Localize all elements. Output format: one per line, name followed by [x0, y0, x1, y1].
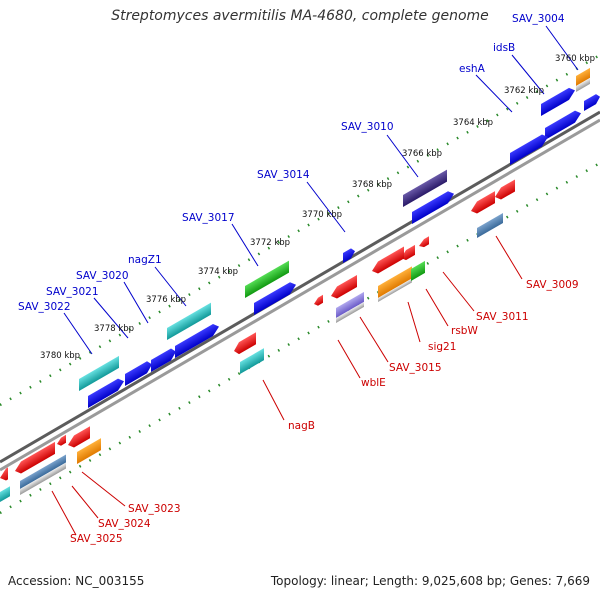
- kbp-label: 3774 kbp: [198, 267, 238, 277]
- gene-SAV_3009[interactable]: [495, 179, 515, 203]
- accession-text: Accession: NC_003155: [8, 574, 145, 588]
- kbp-label: 3764 kbp: [453, 118, 493, 128]
- gene-label-upper[interactable]: SAV_3020: [76, 270, 129, 282]
- gene-label-lower[interactable]: SAV_3011: [476, 311, 529, 323]
- gene-SAV_3021[interactable]: [151, 346, 176, 372]
- gene-sig21[interactable]: [378, 266, 412, 302]
- gene-wblE[interactable]: [331, 274, 357, 302]
- gene-SAV_3022[interactable]: [79, 355, 119, 391]
- gene-SAV_3020[interactable]: [175, 321, 219, 358]
- gene-SAV_3021b[interactable]: [125, 358, 152, 386]
- gene-idsB[interactable]: [541, 84, 575, 116]
- gene-edge-red[interactable]: [0, 467, 8, 484]
- gene-wblE-small[interactable]: [314, 294, 323, 308]
- gene-SAV_3023[interactable]: [77, 438, 101, 464]
- gene-label-upper[interactable]: SAV_3022: [18, 301, 71, 313]
- backbone: [0, 110, 600, 472]
- gene-label-upper[interactable]: idsB: [493, 42, 515, 54]
- upper-gene-labels: SAV_3004 idsB eshA SAV_3010 SAV_3014 SAV…: [18, 13, 565, 313]
- gene-label-upper[interactable]: SAV_3014: [257, 169, 310, 181]
- gene-SAV_3025[interactable]: [15, 441, 55, 477]
- gene-SAV_3017[interactable]: [245, 260, 289, 298]
- gene-label-upper[interactable]: SAV_3021: [46, 286, 99, 298]
- gene-eshA[interactable]: [545, 107, 581, 140]
- gene-nagB-red[interactable]: [234, 332, 256, 357]
- gene-features: [0, 67, 600, 502]
- gene-label-lower[interactable]: wblE: [361, 377, 386, 389]
- gene-edge-cyan[interactable]: [0, 486, 10, 502]
- lower-leader-lines: [51, 235, 523, 536]
- gene-SAV_3011[interactable]: [419, 236, 429, 250]
- gene-SAV_3023b[interactable]: [68, 426, 90, 451]
- kbp-label: 3760 kbp: [555, 54, 595, 64]
- gene-label-upper[interactable]: nagZ1: [128, 254, 162, 266]
- gene-label-lower[interactable]: rsbW: [451, 325, 478, 337]
- gene-SAV_3024[interactable]: [57, 434, 66, 448]
- upper-tick-track: [0, 53, 600, 407]
- gene-upper-extra-1[interactable]: [584, 92, 600, 111]
- gene-nagB[interactable]: [240, 348, 264, 374]
- lower-tick-track: [0, 161, 600, 515]
- gene-label-lower[interactable]: sig21: [428, 341, 456, 353]
- lower-gene-labels: SAV_3009 SAV_3011 rsbW sig21 SAV_3015 wb…: [70, 279, 579, 545]
- kbp-scale: 3760 kbp 3762 kbp 3764 kbp 3766 kbp 3768…: [40, 54, 595, 361]
- gene-label-lower[interactable]: SAV_3025: [70, 533, 123, 545]
- gene-label-lower[interactable]: nagB: [288, 420, 315, 432]
- gene-SAV_3009c[interactable]: [477, 212, 503, 238]
- gene-sig21-pre[interactable]: [372, 246, 404, 277]
- gene-SAV_3012[interactable]: [412, 188, 454, 224]
- gene-label-upper[interactable]: SAV_3004: [512, 13, 565, 25]
- kbp-label: 3778 kbp: [94, 324, 134, 334]
- kbp-label: 3780 kbp: [40, 351, 80, 361]
- gene-SAV_3009b[interactable]: [471, 191, 495, 217]
- kbp-label: 3770 kbp: [302, 210, 342, 220]
- gene-label-upper[interactable]: SAV_3010: [341, 121, 394, 133]
- kbp-label: 3762 kbp: [504, 86, 544, 96]
- gene-SAV_3018[interactable]: [254, 279, 296, 315]
- gene-label-lower[interactable]: SAV_3023: [128, 503, 181, 515]
- gene-label-upper[interactable]: SAV_3017: [182, 212, 235, 224]
- page-title: Streptomyces avermitilis MA-4680, comple…: [111, 8, 489, 24]
- gene-SAV_3025b[interactable]: [20, 454, 66, 495]
- kbp-label: 3766 kbp: [402, 149, 442, 159]
- gene-SAV_3014[interactable]: [343, 246, 355, 263]
- gene-SAV_3015[interactable]: [336, 291, 364, 323]
- kbp-label: 3772 kbp: [250, 238, 290, 248]
- gene-SAV_3022b[interactable]: [88, 375, 124, 408]
- gene-label-upper[interactable]: eshA: [459, 63, 486, 75]
- kbp-label: 3768 kbp: [352, 180, 392, 190]
- gene-label-lower[interactable]: SAV_3024: [98, 518, 151, 530]
- kbp-label: 3776 kbp: [146, 295, 186, 305]
- gene-SAV_3010[interactable]: [403, 169, 447, 207]
- gene-SAV_3008[interactable]: [510, 131, 548, 165]
- gene-rsbW[interactable]: [401, 244, 415, 263]
- upper-leader-lines: [63, 25, 579, 355]
- genome-summary-text: Topology: linear; Length: 9,025,608 bp; …: [270, 574, 590, 588]
- gene-rsbW-green[interactable]: [411, 260, 425, 281]
- gene-label-lower[interactable]: SAV_3009: [526, 279, 579, 291]
- gene-nagZ1[interactable]: [167, 302, 211, 340]
- gene-SAV_3004[interactable]: [576, 67, 590, 92]
- gene-label-lower[interactable]: SAV_3015: [389, 362, 442, 374]
